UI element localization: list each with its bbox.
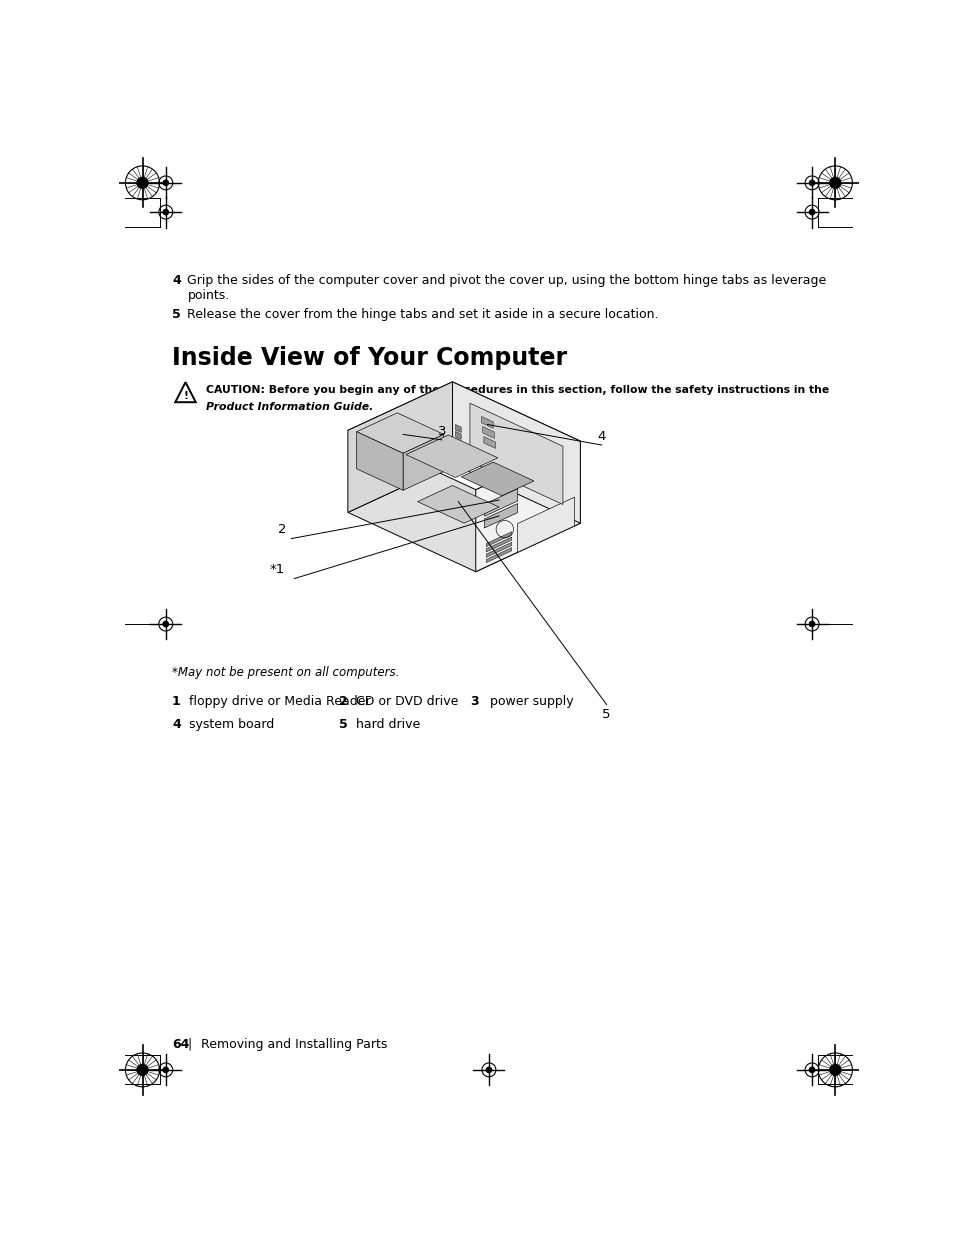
Text: 5: 5	[601, 709, 610, 721]
Circle shape	[808, 210, 814, 215]
Polygon shape	[348, 464, 579, 572]
Text: 64: 64	[172, 1037, 189, 1051]
Polygon shape	[484, 489, 517, 516]
Polygon shape	[460, 462, 534, 495]
Text: 4: 4	[172, 274, 180, 287]
Text: 5: 5	[338, 718, 347, 731]
Circle shape	[137, 1065, 148, 1076]
Circle shape	[808, 180, 814, 185]
Circle shape	[808, 621, 814, 626]
Polygon shape	[486, 542, 511, 557]
Polygon shape	[470, 403, 562, 505]
Polygon shape	[486, 537, 511, 552]
Text: system board: system board	[189, 718, 274, 731]
Text: Grip the sides of the computer cover and pivot the cover up, using the bottom hi: Grip the sides of the computer cover and…	[187, 274, 826, 301]
Text: power supply: power supply	[489, 695, 573, 708]
Text: hard drive: hard drive	[355, 718, 419, 731]
Text: 2: 2	[277, 522, 286, 536]
Circle shape	[486, 1067, 491, 1072]
Text: 1: 1	[172, 695, 180, 708]
Text: floppy drive or Media Reader: floppy drive or Media Reader	[189, 695, 370, 708]
Text: Release the cover from the hinge tabs and set it aside in a secure location.: Release the cover from the hinge tabs an…	[187, 308, 659, 321]
Circle shape	[829, 1065, 840, 1076]
Polygon shape	[482, 426, 494, 438]
Circle shape	[808, 1067, 814, 1072]
Polygon shape	[486, 532, 511, 547]
Polygon shape	[455, 425, 460, 432]
Polygon shape	[348, 382, 452, 513]
Polygon shape	[484, 504, 517, 527]
Text: 4: 4	[597, 430, 605, 442]
Circle shape	[137, 178, 148, 188]
Polygon shape	[356, 412, 443, 453]
Circle shape	[163, 180, 169, 185]
Polygon shape	[348, 382, 579, 489]
Text: Product Information Guide.: Product Information Guide.	[206, 401, 373, 411]
Polygon shape	[356, 432, 403, 490]
Text: Inside View of Your Computer: Inside View of Your Computer	[172, 346, 566, 370]
Text: CAUTION: Before you begin any of the procedures in this section, follow the safe: CAUTION: Before you begin any of the pro…	[206, 384, 828, 395]
Circle shape	[163, 621, 169, 626]
Text: 4: 4	[172, 718, 180, 731]
Circle shape	[163, 210, 169, 215]
Polygon shape	[455, 445, 460, 453]
Text: 2: 2	[338, 695, 347, 708]
Text: !: !	[183, 391, 188, 401]
Text: 5: 5	[172, 308, 180, 321]
Text: *1: *1	[270, 563, 285, 576]
Text: CD or DVD drive: CD or DVD drive	[355, 695, 457, 708]
Text: |: |	[187, 1037, 192, 1051]
Polygon shape	[406, 435, 497, 478]
Circle shape	[829, 178, 840, 188]
Text: *May not be present on all computers.: *May not be present on all computers.	[172, 667, 399, 679]
Polygon shape	[481, 416, 493, 429]
Polygon shape	[417, 485, 498, 524]
Polygon shape	[486, 547, 511, 563]
Polygon shape	[517, 498, 574, 552]
Polygon shape	[452, 382, 579, 524]
Polygon shape	[455, 431, 460, 440]
Polygon shape	[455, 438, 460, 446]
Polygon shape	[455, 452, 460, 459]
Text: 3: 3	[470, 695, 478, 708]
Polygon shape	[483, 437, 495, 448]
Circle shape	[163, 1067, 169, 1072]
Polygon shape	[476, 441, 579, 572]
Text: Removing and Installing Parts: Removing and Installing Parts	[201, 1037, 387, 1051]
Text: 3: 3	[437, 425, 446, 437]
Polygon shape	[403, 435, 443, 490]
